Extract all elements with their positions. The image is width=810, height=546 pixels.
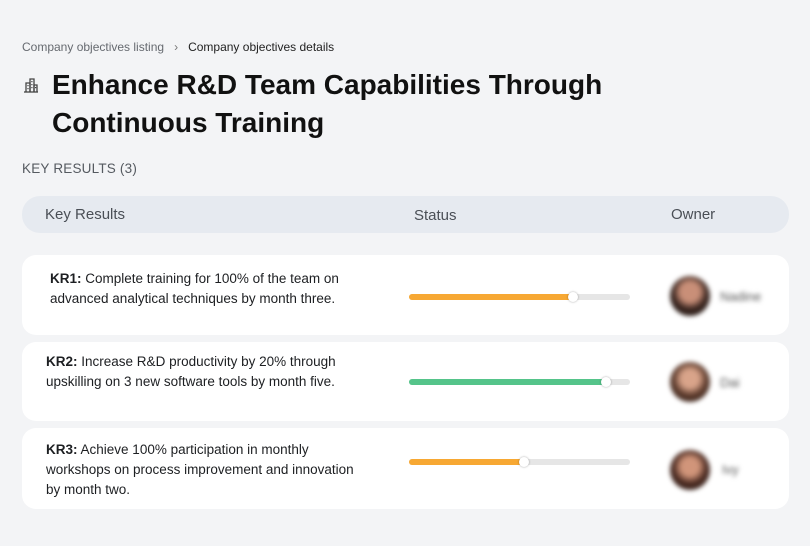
key-result-row[interactable]: KR1: Complete training for 100% of the t… [22, 255, 789, 335]
progress-fill [409, 294, 573, 300]
owner-avatar [670, 450, 710, 490]
objective-header: Enhance R&D Team Capabilities Through Co… [22, 66, 632, 142]
owner-avatar [670, 276, 710, 316]
key-result-description: KR2: Increase R&D productivity by 20% th… [46, 352, 376, 392]
key-result-description: KR3: Achieve 100% participation in month… [46, 440, 356, 500]
progress-thumb[interactable] [518, 457, 529, 467]
breadcrumb-parent-link[interactable]: Company objectives listing [22, 40, 165, 54]
breadcrumb: Company objectives listing › Company obj… [22, 40, 334, 54]
progress-track [409, 457, 630, 467]
owner-name: Ivy [722, 462, 739, 477]
progress-fill [409, 459, 524, 465]
key-result-text: Achieve 100% participation in monthly wo… [46, 442, 354, 497]
progress-fill [409, 379, 606, 385]
column-header-status[interactable]: Status [414, 207, 457, 224]
progress-track [409, 377, 630, 387]
table-header: Key Results Status Owner [22, 196, 789, 233]
key-result-text: Complete training for 100% of the team o… [50, 271, 339, 306]
column-header-owner[interactable]: Owner [671, 206, 716, 223]
key-result-code: KR2: [46, 354, 78, 369]
breadcrumb-current: Company objectives details [188, 40, 335, 54]
progress-track [409, 292, 630, 302]
key-result-code: KR1: [50, 271, 82, 286]
progress-thumb[interactable] [600, 377, 611, 387]
owner-name: Nadine [720, 289, 762, 304]
progress-thumb[interactable] [567, 292, 578, 302]
chevron-right-icon: › [174, 40, 179, 54]
key-result-text: Increase R&D productivity by 20% through… [46, 354, 336, 389]
owner-avatar [670, 362, 710, 402]
key-results-count-label: KEY RESULTS (3) [22, 161, 138, 176]
key-result-row[interactable]: KR2: Increase R&D productivity by 20% th… [22, 342, 789, 421]
key-result-row[interactable]: KR3: Achieve 100% participation in month… [22, 428, 789, 509]
key-result-description: KR1: Complete training for 100% of the t… [50, 269, 380, 309]
owner-name: Dai [720, 375, 740, 390]
column-header-key-results[interactable]: Key Results [45, 206, 126, 223]
key-result-code: KR3: [46, 442, 78, 457]
page-title: Enhance R&D Team Capabilities Through Co… [52, 69, 603, 138]
building-icon [24, 78, 38, 93]
